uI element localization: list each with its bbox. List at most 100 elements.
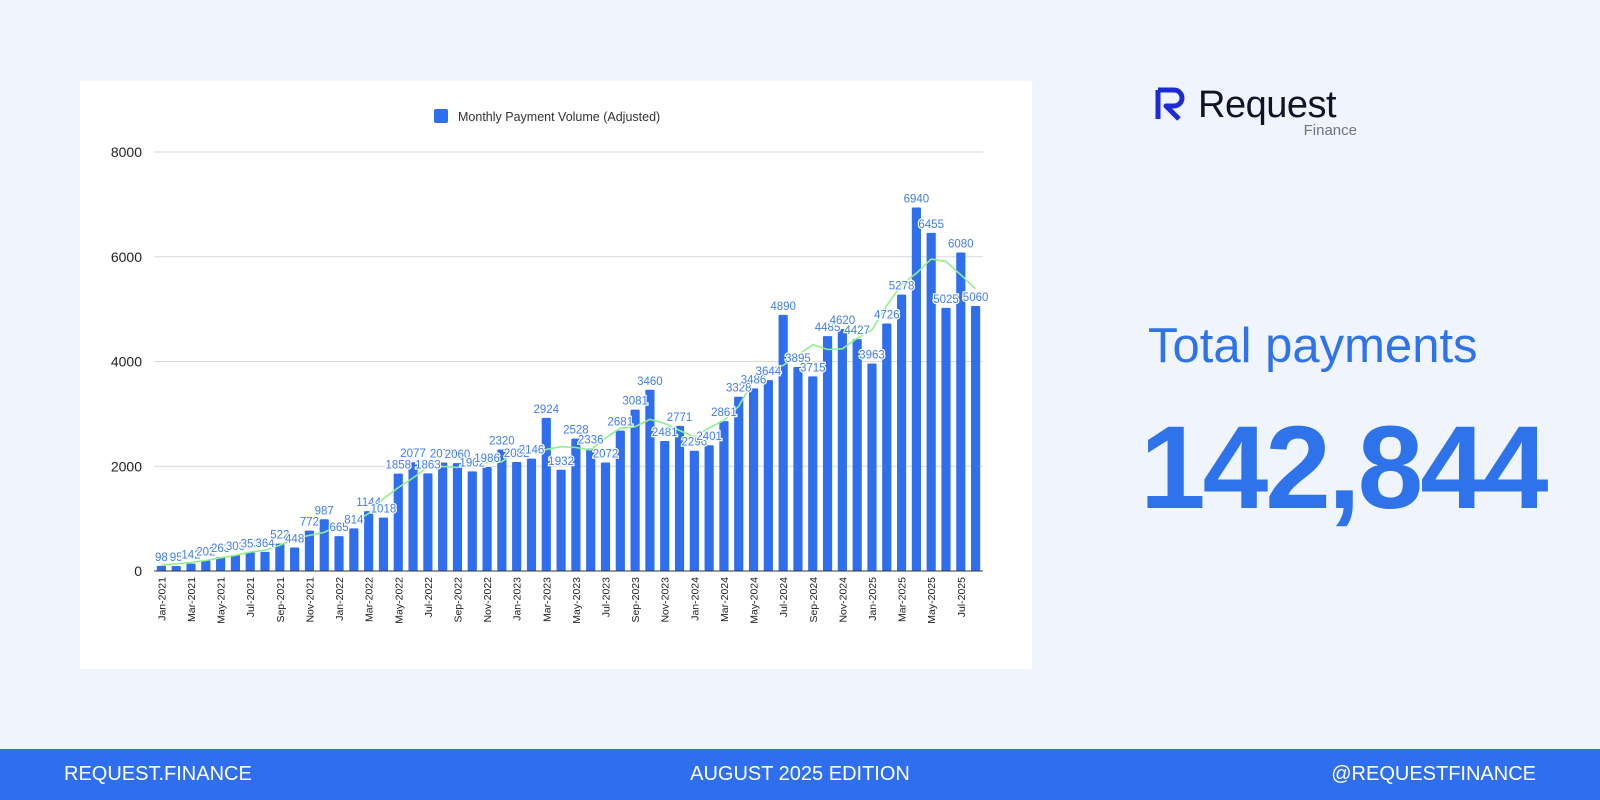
data-label: 814 — [344, 514, 364, 526]
data-label: 202 — [196, 546, 215, 558]
x-tick-label: May-2021 — [216, 577, 228, 624]
bar — [882, 323, 892, 571]
x-tick-label: May-2025 — [926, 577, 938, 624]
x-tick-label: May-2024 — [749, 577, 761, 624]
bar — [941, 307, 951, 571]
bar — [689, 450, 699, 571]
data-label: 3895 — [785, 353, 811, 365]
bar — [216, 557, 226, 571]
x-tick-label: Jan-2021 — [156, 577, 168, 621]
data-label: 3460 — [637, 376, 663, 388]
bar — [319, 519, 329, 571]
chart-bars — [156, 207, 981, 571]
data-label: 3963 — [859, 349, 885, 361]
data-label: 2077 — [400, 448, 426, 460]
bar — [245, 552, 255, 571]
data-label: 303 — [226, 541, 245, 553]
bar — [660, 441, 670, 571]
data-label: 3715 — [800, 362, 826, 374]
footer-handle[interactable]: @REQUESTFINANCE — [1331, 763, 1536, 785]
bar — [186, 563, 196, 571]
bar — [393, 473, 403, 571]
bar — [926, 232, 936, 571]
data-label: 2072 — [593, 448, 619, 460]
x-tick-label: Sep-2021 — [275, 577, 287, 623]
footer-bar: REQUEST.FINANCE AUGUST 2025 EDITION @REQ… — [0, 749, 1600, 800]
x-tick-label: Jul-2023 — [601, 577, 613, 617]
x-tick-label: Jul-2022 — [423, 577, 435, 617]
data-label: 3328 — [726, 383, 752, 395]
x-tick-label: Mar-2024 — [719, 577, 731, 622]
bar — [896, 294, 907, 571]
bar — [171, 566, 181, 571]
data-label: 2146 — [519, 445, 545, 457]
data-label: 1986 — [474, 453, 500, 465]
data-label: 4890 — [770, 301, 796, 313]
data-label: 3081 — [622, 396, 648, 408]
data-label: 4485 — [815, 322, 841, 334]
data-label: 364 — [255, 538, 275, 550]
bar — [734, 396, 744, 571]
bar — [719, 421, 729, 571]
bar — [615, 430, 625, 571]
bar — [956, 252, 966, 571]
data-label: 5278 — [889, 281, 915, 293]
x-tick-label: Nov-2023 — [660, 577, 672, 623]
footer-edition: AUGUST 2025 EDITION — [690, 763, 910, 785]
bar — [630, 409, 640, 571]
x-tick-label: Jul-2021 — [245, 577, 257, 617]
data-label: 353 — [241, 539, 260, 551]
bar — [260, 551, 270, 571]
brand-name: Request — [1198, 84, 1337, 126]
bar — [290, 547, 300, 571]
bar — [156, 565, 166, 571]
x-tick-label: May-2022 — [393, 577, 405, 624]
data-label: 2528 — [563, 425, 589, 437]
data-label: 2481 — [652, 427, 678, 439]
data-label: 2082 — [504, 448, 530, 460]
bar — [467, 471, 477, 571]
data-label: 987 — [315, 505, 334, 517]
x-tick-label: Sep-2024 — [808, 577, 820, 623]
x-tick-label: Mar-2025 — [897, 577, 909, 622]
bar — [452, 463, 463, 571]
footer-website[interactable]: REQUEST.FINANCE — [64, 763, 252, 785]
bar — [275, 543, 285, 571]
x-tick-label: May-2023 — [571, 577, 583, 624]
bar — [526, 458, 537, 571]
bar — [971, 305, 981, 571]
bar — [867, 363, 877, 571]
data-label: 1144 — [356, 497, 381, 509]
x-tick-label: Jan-2022 — [334, 577, 346, 621]
y-tick-label: 2000 — [111, 458, 142, 474]
request-finance-logo: Request Finance — [1155, 84, 1375, 144]
x-tick-label: Mar-2023 — [541, 577, 553, 622]
bar — [201, 560, 211, 571]
x-tick-label: Jul-2024 — [778, 577, 790, 617]
x-tick-label: Nov-2021 — [304, 577, 316, 623]
bar — [778, 314, 788, 571]
data-label: 142 — [181, 550, 200, 562]
y-tick-label: 4000 — [111, 354, 142, 370]
data-label: 522 — [270, 530, 289, 542]
bar — [748, 388, 759, 571]
data-label: 665 — [329, 522, 348, 534]
data-label: 1863 — [415, 459, 441, 471]
data-label: 263 — [211, 543, 230, 555]
data-label: 2060 — [445, 449, 471, 461]
data-label: 5025 — [933, 294, 959, 306]
bar — [497, 449, 507, 571]
bar — [482, 466, 492, 571]
legend-label: Monthly Payment Volume (Adjusted) — [458, 110, 660, 124]
data-label: 2924 — [533, 404, 559, 416]
data-label: 2072 — [430, 448, 456, 460]
total-payments-label: Total payments — [1148, 319, 1478, 373]
bar — [364, 511, 374, 571]
brand-subtitle: Finance — [1303, 122, 1357, 139]
x-tick-label: Jan-2024 — [689, 577, 701, 621]
x-tick-label: Nov-2024 — [837, 577, 849, 623]
bar — [808, 376, 818, 571]
bar — [230, 555, 241, 571]
data-label: 4427 — [844, 325, 870, 337]
data-label: 1858 — [385, 460, 411, 472]
